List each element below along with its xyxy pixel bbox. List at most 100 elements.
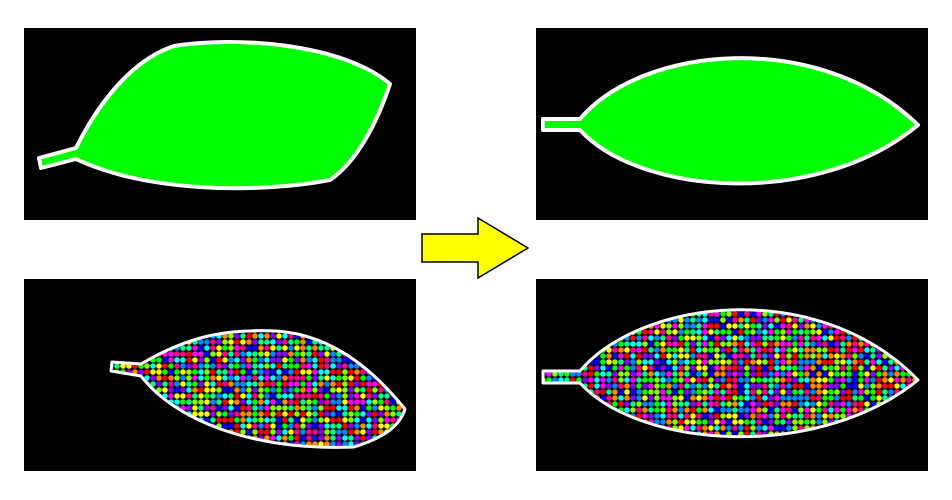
texture-dot: [798, 407, 804, 413]
texture-dot: [558, 431, 564, 437]
texture-dot: [246, 447, 252, 448]
texture-dot: [804, 299, 810, 305]
texture-dot: [150, 453, 156, 459]
texture-dot: [864, 437, 870, 443]
texture-dot: [882, 317, 888, 323]
texture-dot: [588, 329, 594, 335]
texture-dot: [408, 369, 414, 375]
texture-dot: [702, 359, 708, 365]
texture-dot: [588, 383, 594, 389]
texture-dot: [738, 413, 744, 419]
texture-dot: [330, 375, 336, 381]
texture-dot: [744, 401, 750, 407]
texture-dot: [840, 413, 846, 419]
texture-dot: [606, 443, 612, 449]
texture-dot: [792, 365, 798, 371]
texture-dot: [684, 377, 690, 383]
texture-dot: [552, 317, 558, 323]
texture-dot: [318, 345, 324, 351]
texture-dot: [150, 363, 156, 369]
texture-dot: [354, 429, 360, 435]
texture-dot: [714, 371, 720, 377]
texture-dot: [270, 375, 276, 381]
texture-dot: [798, 341, 804, 347]
texture-dot: [234, 453, 240, 459]
texture-dot: [543, 353, 546, 359]
texture-dot: [546, 389, 552, 395]
texture-dot: [216, 369, 222, 375]
texture-dot: [810, 299, 816, 305]
texture-dot: [690, 419, 696, 425]
texture-dot: [786, 437, 792, 443]
texture-dot: [138, 345, 144, 351]
texture-dot: [204, 429, 210, 435]
texture-dot: [840, 437, 846, 443]
texture-dot: [408, 381, 414, 387]
texture-dot: [270, 435, 276, 441]
texture-dot: [750, 323, 756, 329]
texture-dot: [558, 353, 564, 359]
texture-dot: [708, 395, 714, 401]
texture-dot: [210, 405, 216, 411]
texture-dot: [216, 435, 222, 441]
texture-dot: [120, 393, 126, 399]
texture-dot: [870, 455, 876, 461]
texture-dot: [558, 377, 564, 383]
texture-dot: [750, 347, 756, 353]
texture-dot: [918, 401, 924, 407]
texture-dot: [600, 323, 606, 329]
texture-dot: [876, 431, 882, 437]
texture-dot: [792, 419, 798, 425]
texture-dot: [642, 311, 648, 317]
texture-dot: [780, 299, 786, 305]
texture-dot: [870, 449, 876, 455]
texture-dot: [696, 443, 702, 449]
texture-dot: [774, 347, 780, 353]
texture-dot: [180, 363, 186, 369]
texture-dot: [822, 371, 828, 377]
texture-dot: [732, 383, 738, 389]
texture-dot: [336, 411, 342, 417]
texture-dot: [120, 399, 126, 405]
texture-dot: [543, 329, 546, 335]
texture-dot: [606, 413, 612, 419]
texture-dot: [612, 371, 618, 377]
texture-dot: [672, 341, 678, 347]
texture-dot: [594, 425, 600, 431]
texture-dot: [834, 335, 840, 341]
texture-dot: [762, 323, 768, 329]
texture-dot: [714, 419, 720, 425]
texture-dot: [906, 293, 912, 299]
texture-dot: [918, 353, 924, 359]
texture-dot: [912, 299, 918, 305]
texture-dot: [888, 383, 894, 389]
texture-dot: [894, 413, 900, 419]
texture-dot: [726, 323, 732, 329]
texture-dot: [840, 401, 846, 407]
texture-dot: [330, 405, 336, 411]
texture-dot: [408, 357, 414, 363]
texture-dot: [864, 383, 870, 389]
texture-dot: [642, 437, 648, 443]
texture-dot: [342, 453, 348, 459]
texture-dot: [768, 389, 774, 395]
texture-dot: [366, 345, 372, 351]
texture-dot: [654, 383, 660, 389]
texture-dot: [690, 437, 696, 443]
texture-dot: [138, 405, 144, 411]
texture-dot: [654, 293, 660, 299]
texture-dot: [336, 423, 342, 429]
texture-dot: [660, 383, 666, 389]
texture-dot: [126, 411, 132, 417]
texture-dot: [246, 363, 252, 369]
texture-dot: [732, 425, 738, 431]
texture-dot: [606, 437, 612, 443]
texture-dot: [756, 341, 762, 347]
texture-dot: [330, 363, 336, 369]
texture-dot: [756, 317, 762, 323]
texture-dot: [618, 431, 624, 437]
texture-dot: [168, 393, 174, 399]
texture-dot: [582, 419, 588, 425]
texture-dot: [336, 339, 342, 345]
texture-dot: [750, 335, 756, 341]
